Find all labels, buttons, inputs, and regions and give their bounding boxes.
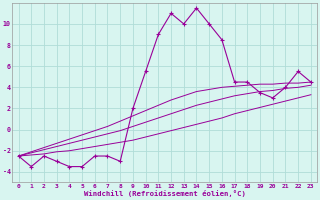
X-axis label: Windchill (Refroidissement éolien,°C): Windchill (Refroidissement éolien,°C) — [84, 190, 246, 197]
